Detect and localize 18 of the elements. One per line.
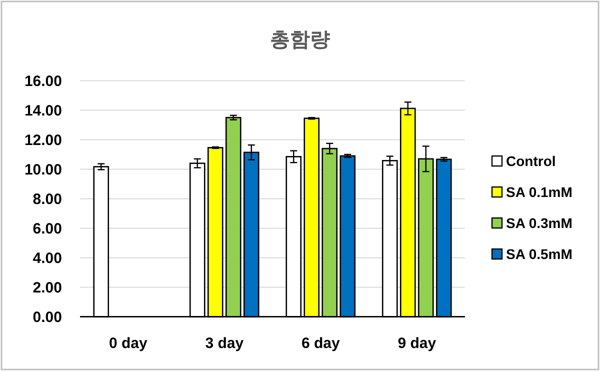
- y-tick-label: 6.00: [32, 220, 62, 238]
- y-tick-label: 0.00: [32, 309, 62, 326]
- y-tick-label: 12.00: [24, 132, 62, 150]
- y-tick-label: 2.00: [32, 280, 62, 297]
- legend-label: SA 0.3mM: [506, 215, 572, 231]
- y-tick-label: 8.00: [32, 191, 62, 208]
- y-tick-label: 10.00: [24, 162, 62, 179]
- x-tick-label: 0 day: [108, 335, 148, 352]
- x-tick-label: 3 day: [205, 335, 244, 352]
- title: 총함량: [270, 29, 330, 51]
- x-tick-label: 9 day: [398, 335, 437, 352]
- legend-label: Control: [506, 153, 556, 169]
- y-tick-label: 14.00: [24, 102, 62, 120]
- legend-label: SA 0.5mM: [506, 246, 572, 262]
- x-tick-label: 6 day: [301, 335, 340, 352]
- legend-label: SA 0.1mM: [506, 184, 572, 200]
- y-tick-label: 16.00: [24, 73, 62, 90]
- y-tick-label: 4.00: [32, 250, 62, 268]
